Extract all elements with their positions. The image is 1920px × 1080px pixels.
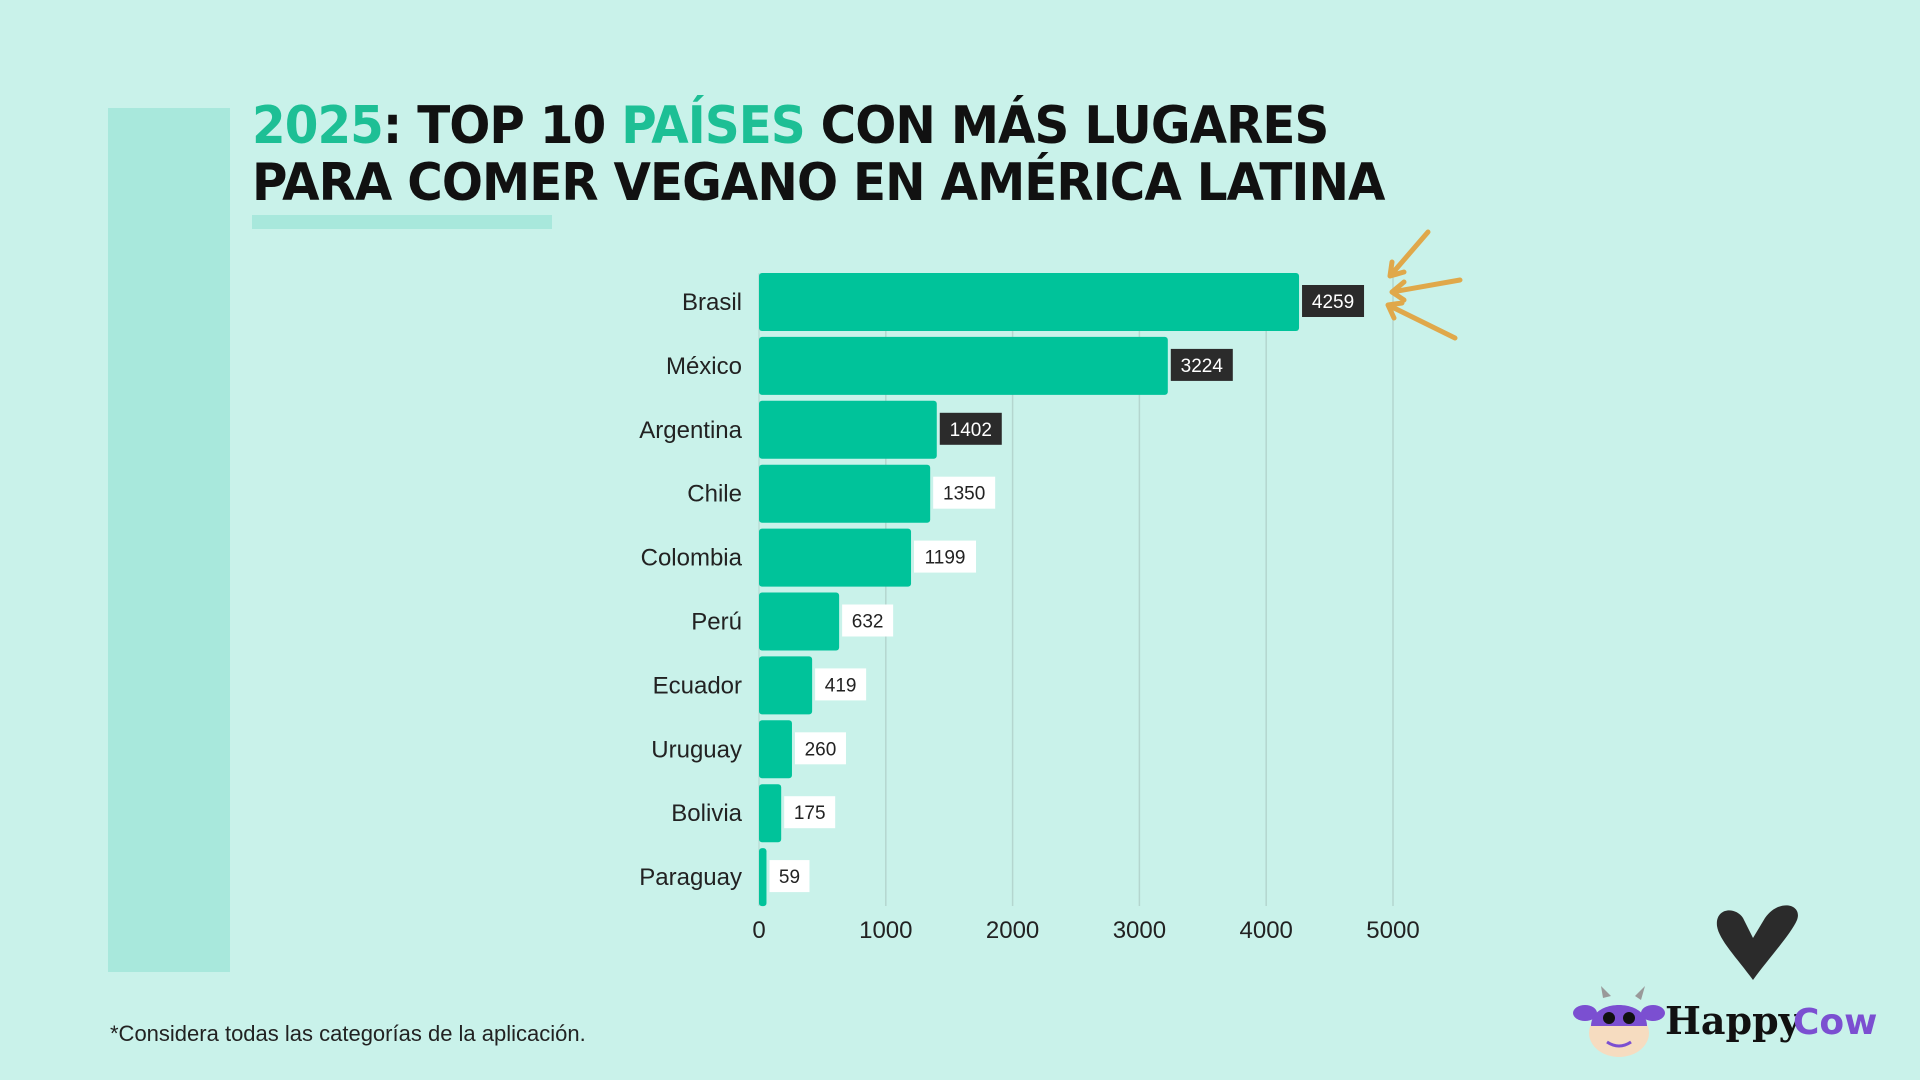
category-label: Perú — [691, 609, 742, 636]
logo-text-happy: Happy — [1665, 998, 1802, 1043]
decorative-panel — [108, 108, 230, 972]
x-tick-label: 5000 — [1366, 917, 1419, 944]
title-underline — [252, 215, 552, 229]
value-label-box — [1302, 285, 1365, 317]
bar-uruguay — [759, 720, 792, 779]
happycow-logo: Happy Cow — [1573, 905, 1877, 1057]
title-year: 2025 — [252, 96, 384, 156]
bar-perú — [759, 592, 840, 651]
value-label: 1350 — [943, 484, 985, 505]
value-label-box — [1170, 348, 1233, 381]
category-label: Bolivia — [671, 800, 742, 827]
x-tick-label: 4000 — [1240, 917, 1293, 944]
footnote: *Considera todas las categorías de la ap… — [110, 1021, 586, 1046]
category-label: Ecuador — [653, 672, 742, 699]
category-label: Argentina — [639, 417, 742, 444]
logo-text-cow: Cow — [1793, 1002, 1877, 1043]
category-label: México — [666, 353, 742, 380]
value-label-box — [914, 540, 977, 573]
category-label: Colombia — [641, 545, 743, 572]
x-tick-label: 0 — [752, 917, 765, 944]
value-label-box — [815, 668, 867, 701]
value-label: 175 — [794, 803, 826, 824]
bar-ecuador — [759, 656, 813, 715]
category-label: Uruguay — [651, 736, 742, 763]
category-label: Chile — [687, 481, 742, 508]
category-label: Brasil — [682, 289, 742, 316]
title-text: CON MÁS LUGARES — [804, 96, 1330, 156]
page-title: 2025: TOP 10 PAÍSES CON MÁS LUGARES PARA… — [252, 98, 1385, 212]
title-line-1: 2025: TOP 10 PAÍSES CON MÁS LUGARES — [252, 98, 1385, 155]
value-label-box — [933, 476, 996, 509]
bar-bolivia — [759, 784, 782, 843]
bar-brasil — [759, 273, 1300, 331]
cow-icon — [1573, 986, 1665, 1057]
value-label-box — [939, 412, 1002, 445]
value-label-box — [769, 860, 810, 893]
value-label: 1402 — [950, 420, 992, 441]
value-label-box — [784, 796, 836, 829]
heart-icon — [1716, 905, 1798, 980]
bar-colombia — [759, 528, 912, 587]
value-label: 419 — [825, 675, 857, 696]
value-label: 59 — [779, 867, 800, 888]
bar-chile — [759, 464, 931, 523]
category-label: Paraguay — [639, 864, 742, 891]
arrows-icon — [1385, 229, 1463, 341]
bar-argentina — [759, 400, 937, 459]
value-label: 632 — [852, 612, 884, 633]
value-label-box — [794, 732, 846, 765]
value-label: 1199 — [925, 548, 966, 569]
x-tick-label: 1000 — [859, 917, 912, 944]
value-label: 3224 — [1181, 356, 1224, 377]
bar-méxico — [759, 336, 1168, 395]
title-text: : TOP 10 — [382, 96, 622, 156]
title-line-2: PARA COMER VEGANO EN AMÉRICA LATINA — [252, 153, 1385, 213]
value-label-box — [842, 604, 894, 637]
bar-paraguay — [759, 848, 767, 907]
x-tick-label: 3000 — [1113, 917, 1166, 944]
value-label: 4259 — [1312, 292, 1354, 313]
title-accent: PAÍSES — [621, 96, 805, 156]
value-label: 260 — [805, 739, 837, 760]
x-tick-label: 2000 — [986, 917, 1039, 944]
